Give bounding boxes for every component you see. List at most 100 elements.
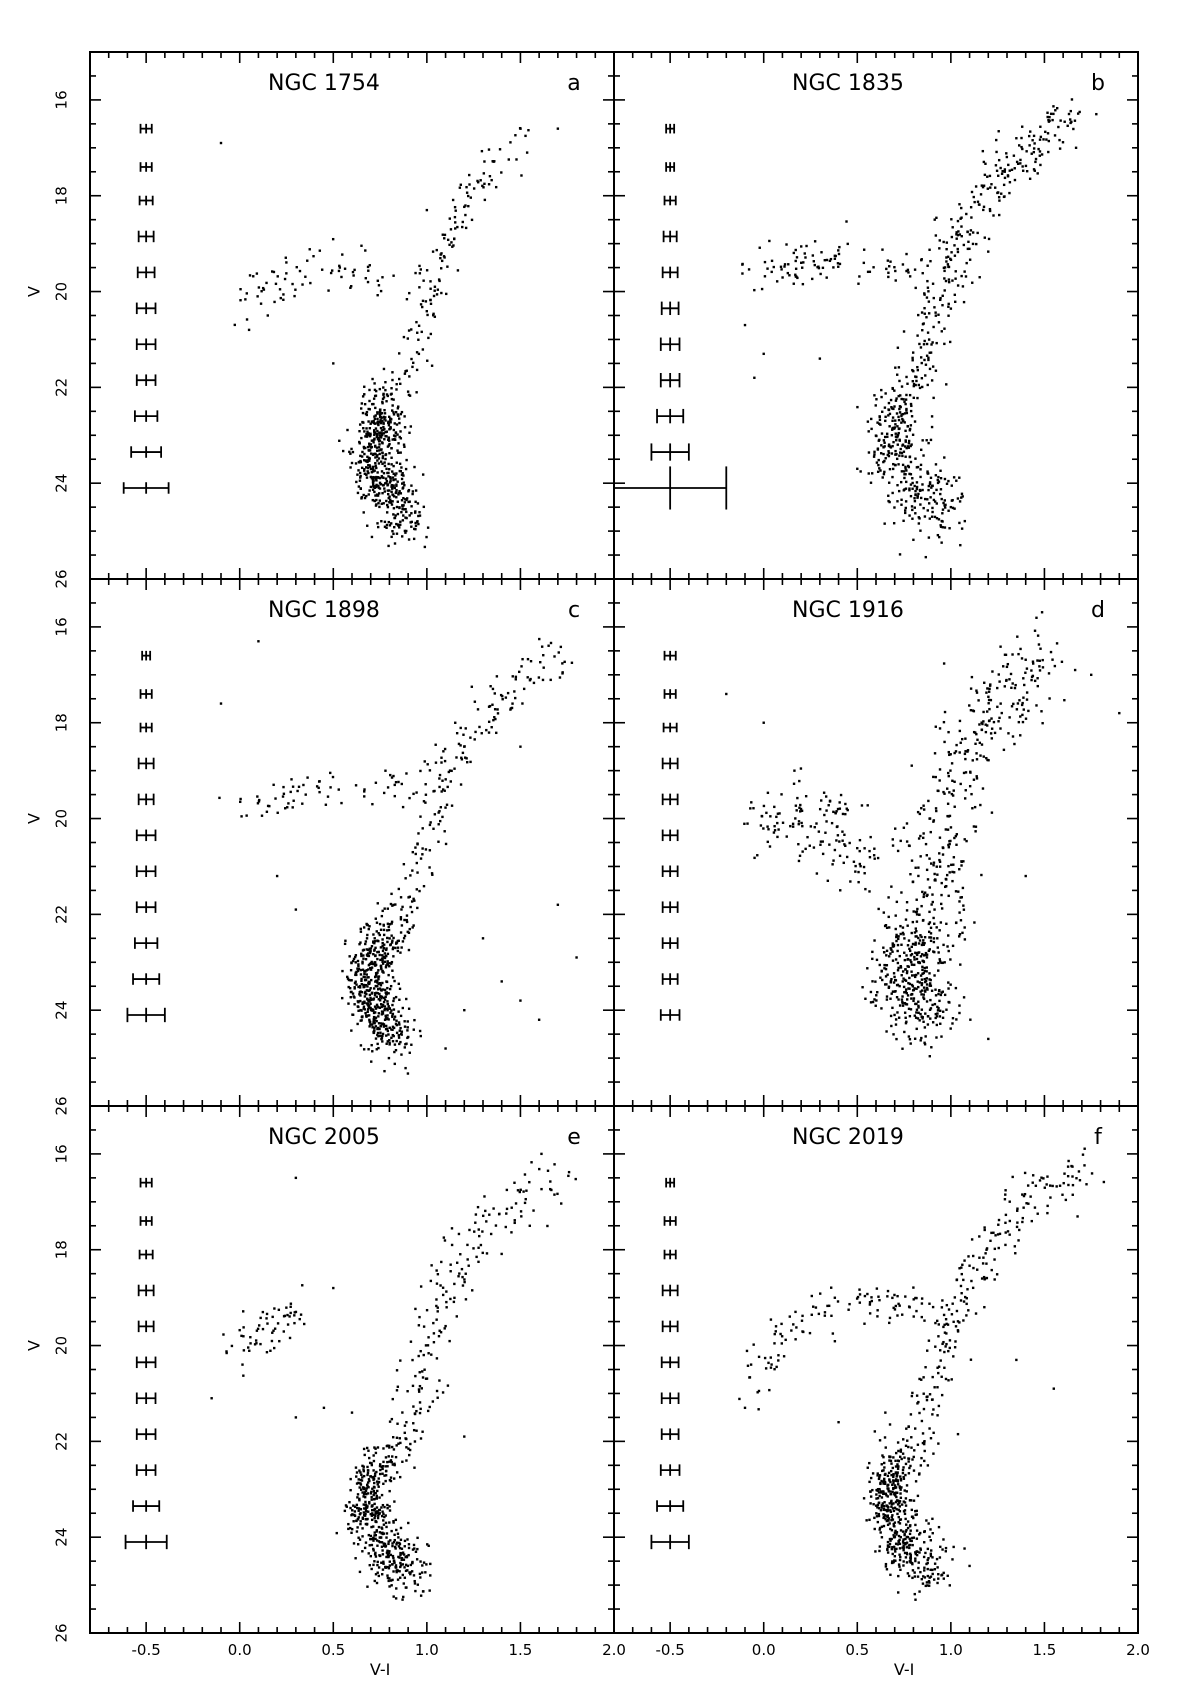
star-point xyxy=(955,479,958,482)
star-point xyxy=(294,908,298,911)
star-point xyxy=(936,1009,940,1012)
star-point xyxy=(358,442,361,445)
star-point xyxy=(297,785,301,789)
star-point xyxy=(361,395,365,398)
star-point xyxy=(373,417,377,421)
panel-letter: f xyxy=(1094,1125,1103,1150)
star-point xyxy=(387,1540,390,1543)
star-point xyxy=(514,678,517,681)
star-point xyxy=(438,809,441,813)
star-point xyxy=(383,952,387,955)
star-point xyxy=(285,272,288,275)
star-point xyxy=(860,804,864,807)
star-point xyxy=(442,1236,446,1239)
star-point xyxy=(999,727,1002,730)
star-point xyxy=(910,931,913,935)
star-point xyxy=(778,812,781,815)
star-point xyxy=(396,949,400,953)
star-point xyxy=(1032,168,1036,171)
star-point xyxy=(889,980,893,984)
star-point xyxy=(883,445,886,448)
star-point xyxy=(821,852,825,856)
star-point xyxy=(408,375,411,378)
star-point xyxy=(445,1306,448,1309)
star-point xyxy=(415,1558,419,1561)
star-point xyxy=(395,1444,398,1447)
star-point xyxy=(1013,178,1017,182)
star-point xyxy=(365,410,369,414)
star-point xyxy=(392,1448,396,1451)
star-point xyxy=(440,756,443,759)
star-point xyxy=(395,1528,398,1532)
star-point xyxy=(1010,705,1014,708)
star-point xyxy=(393,542,397,545)
star-point xyxy=(332,1286,335,1290)
star-point xyxy=(356,1022,359,1026)
star-point xyxy=(440,1260,443,1264)
star-point xyxy=(899,480,903,484)
star-point xyxy=(1090,673,1093,677)
star-point xyxy=(376,988,380,991)
star-point xyxy=(871,472,874,475)
star-point xyxy=(385,964,388,967)
star-point xyxy=(401,1563,405,1566)
star-point xyxy=(374,946,377,950)
star-point xyxy=(385,523,389,527)
star-point xyxy=(529,660,533,663)
star-point xyxy=(411,850,414,854)
star-point xyxy=(445,292,448,296)
star-point xyxy=(980,721,983,724)
star-point xyxy=(396,1385,400,1388)
star-point xyxy=(375,1511,379,1515)
star-point xyxy=(963,797,967,800)
star-point xyxy=(386,1444,389,1447)
star-point xyxy=(392,472,395,476)
star-point xyxy=(414,521,417,525)
star-point xyxy=(948,527,951,530)
star-point xyxy=(367,464,370,467)
star-point xyxy=(357,1009,360,1012)
star-point xyxy=(862,248,866,251)
star-point xyxy=(366,1473,369,1477)
star-point xyxy=(362,1048,366,1051)
star-point xyxy=(928,1008,932,1011)
star-point xyxy=(259,1316,262,1320)
star-point xyxy=(962,243,966,247)
star-point xyxy=(883,470,886,474)
star-point xyxy=(908,976,911,980)
star-point xyxy=(870,417,873,421)
star-point xyxy=(932,819,936,822)
star-point xyxy=(400,482,404,485)
star-point xyxy=(898,379,901,383)
star-point xyxy=(462,733,465,736)
star-point xyxy=(1023,683,1026,687)
star-point xyxy=(383,1069,386,1073)
star-point xyxy=(378,1464,382,1468)
star-point xyxy=(891,950,894,953)
star-point xyxy=(919,974,923,977)
star-point xyxy=(357,1536,360,1539)
star-point xyxy=(928,482,932,486)
star-point xyxy=(904,402,907,406)
star-point xyxy=(920,377,924,380)
star-point xyxy=(924,951,928,955)
star-point xyxy=(381,491,384,495)
star-point xyxy=(390,960,394,964)
star-point xyxy=(461,220,464,224)
star-point xyxy=(960,496,963,499)
star-point xyxy=(938,727,942,730)
star-point xyxy=(1025,691,1029,694)
star-point xyxy=(923,312,926,315)
star-point xyxy=(940,961,943,965)
star-point xyxy=(384,991,387,994)
star-point xyxy=(378,1540,382,1544)
star-point xyxy=(393,422,396,425)
star-point xyxy=(828,259,832,263)
star-point xyxy=(897,418,901,422)
star-point xyxy=(890,977,893,981)
star-point xyxy=(849,880,852,883)
star-point xyxy=(971,759,974,762)
star-point xyxy=(396,1578,400,1581)
star-point xyxy=(898,553,902,556)
star-point xyxy=(419,1437,423,1440)
